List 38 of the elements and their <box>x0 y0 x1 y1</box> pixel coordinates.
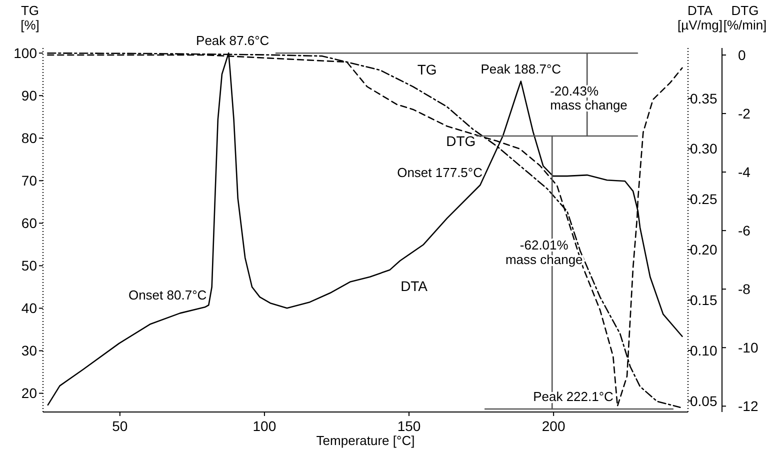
y3-tick-label: 0 <box>738 46 746 63</box>
y-tick-label: 70 <box>21 172 38 189</box>
y2-tick-label: 0.15 <box>690 292 718 308</box>
y-tick-label: 100 <box>14 45 38 62</box>
y-tick-label: 40 <box>21 300 38 316</box>
series-label: DTA <box>400 278 428 294</box>
x-tick-label: 50 <box>112 418 128 434</box>
y3-tick-label: -8 <box>738 281 751 298</box>
y-tick-label: 20 <box>21 385 38 402</box>
y3-tick-label: -12 <box>738 398 758 414</box>
y2-tick-label: 0.20 <box>690 242 718 258</box>
x-tick-label: 200 <box>542 418 566 434</box>
x-tick-label: 150 <box>397 418 421 434</box>
series-label: DTG <box>446 133 476 150</box>
y3-tick-label: -6 <box>738 222 751 238</box>
x-tick-label: 100 <box>252 418 276 434</box>
y3-tick-label: -4 <box>738 164 751 180</box>
annotation: Onset 177.5°C <box>397 164 483 180</box>
x-axis-title: Temperature [°C] <box>316 433 415 448</box>
series-label: TG <box>417 62 437 78</box>
y3-axis-title: DTG [%/min] <box>723 3 767 32</box>
y2-tick-label: 0.35 <box>690 90 718 106</box>
annotation: Peak 87.6°C <box>196 33 270 48</box>
y2-tick-label: 0.25 <box>690 191 718 208</box>
y-tick-label: 30 <box>21 342 38 359</box>
annotation: Peak 188.7°C <box>480 62 562 77</box>
y-tick-label: 90 <box>21 88 38 104</box>
y-tick-label: 50 <box>21 258 38 274</box>
annotation: Onset 80.7°C <box>128 287 207 302</box>
y-tick-label: 80 <box>21 130 38 146</box>
y2-tick-label: 0.10 <box>690 342 718 358</box>
y-tick-label: 60 <box>21 215 38 232</box>
y2-tick-label: 0.30 <box>690 140 718 157</box>
y3-tick-label: -2 <box>738 105 751 122</box>
y2-axis-title: DTA [µV/mg] <box>677 3 723 32</box>
y2-tick-label: 0.05 <box>690 392 718 409</box>
y-axis-title: TG [%] <box>20 3 40 32</box>
y3-tick-label: -10 <box>738 340 758 356</box>
